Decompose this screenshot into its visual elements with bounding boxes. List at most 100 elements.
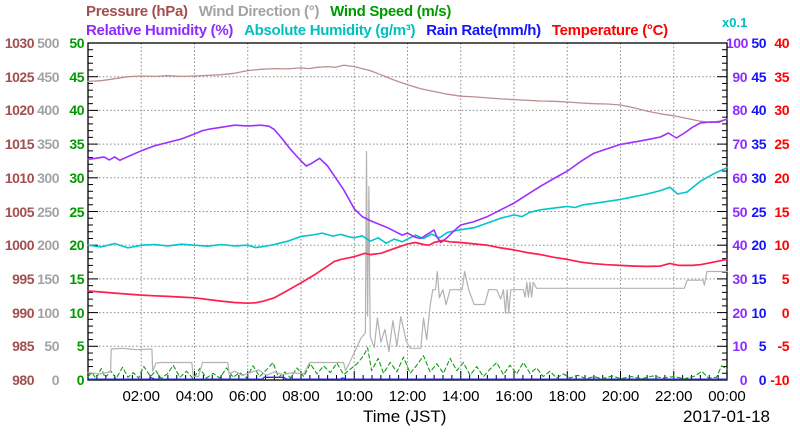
axis-tick-label: 50 [69, 35, 84, 51]
axis-tick-label: 20 [732, 304, 747, 321]
x-tick-label: 22:00 [654, 388, 693, 405]
legend-row-2: Relative Humidity (%) Absolute Humidity (… [86, 22, 668, 39]
axis-tick-label: 5 [758, 338, 767, 355]
axis-tick-label: 40 [732, 237, 747, 254]
axis-tick-label: 35 [751, 136, 766, 153]
axis-tick-label: 0 [51, 372, 60, 388]
pressure-series-line [87, 64, 728, 124]
axis-tick-label: 60 [732, 169, 747, 186]
axis-tick-label: 400 [37, 102, 59, 119]
axis-tick-label: 5 [76, 338, 85, 355]
axis-tick-label: 50 [44, 338, 59, 355]
axis-tick-label: 25 [751, 203, 766, 220]
wind-direction-series-line [87, 150, 728, 378]
axis-tick-label: 45 [69, 68, 84, 85]
axis-tick-label: 20 [69, 237, 84, 254]
axis-tick-label: 450 [37, 68, 59, 85]
axis-tick-label: 25 [774, 136, 789, 153]
axis-tick-label: 10 [732, 338, 747, 355]
axis-tick-label: 30 [751, 169, 766, 186]
axis-tick-label: -10 [770, 372, 789, 388]
legend-item-wind-direction: Wind Direction (°) [198, 3, 320, 20]
axis-tick-label: 0 [76, 372, 85, 388]
axis-tick-label: 35 [69, 136, 84, 153]
absolute-humidity-series-line [87, 166, 728, 249]
x-tick-label: 08:00 [282, 388, 320, 405]
axis-tick-label: 990 [12, 304, 34, 321]
x-tick-label: 00:00 [708, 388, 746, 405]
scale-note: x0.1 [722, 15, 748, 30]
axis-tick-label: 1010 [4, 169, 35, 186]
axis-tick-label: 0 [781, 304, 790, 321]
axis-tick-label: 40 [751, 102, 766, 119]
legend-item-wind-speed-m-s: Wind Speed (m/s) [330, 3, 452, 20]
axis-tick-label: 200 [37, 237, 59, 254]
relative-humidity-series-line [87, 118, 728, 244]
axis-tick-label: 25 [69, 203, 84, 220]
axis-tick-label: 500 [37, 35, 59, 51]
axis-tick-label: 985 [12, 338, 34, 355]
x-tick-label: 12:00 [388, 388, 427, 405]
axis-tick-label: 1030 [4, 35, 35, 51]
axis-tick-label: 50 [751, 35, 766, 51]
axis-tick-label: 1025 [4, 68, 35, 85]
axis-tick-label: 1000 [4, 237, 35, 254]
axis-tick-label: 15 [69, 270, 84, 287]
axis-tick-label: 0 [758, 372, 767, 388]
legend-item-absolute-humidity-g-m: Absolute Humidity (g/m³) [244, 22, 416, 39]
legend-item-rain-rate-mm-h: Rain Rate(mm/h) [426, 22, 541, 39]
axis-tick-label: 10 [751, 304, 766, 321]
axis-tick-label: 1005 [4, 203, 35, 220]
x-tick-label: 18:00 [548, 388, 587, 405]
legend-item-temperature-c: Temperature (°C) [551, 22, 668, 39]
axis-tick-label: 20 [751, 237, 766, 254]
axis-tick-label: 70 [732, 136, 747, 153]
axis-tick-label: 995 [12, 270, 34, 287]
axis-tick-label: 40 [774, 35, 789, 51]
axis-tick-label: 15 [774, 203, 789, 220]
axis-tick-label: 0 [739, 372, 748, 388]
axis-tick-label: 30 [732, 270, 747, 287]
x-tick-label: 16:00 [495, 388, 533, 405]
x-tick-label: 04:00 [175, 388, 214, 405]
temperature-series-line [87, 239, 728, 305]
x-tick-label: 02:00 [122, 388, 161, 405]
axis-tick-label: 80 [732, 102, 747, 119]
axis-tick-label: 1020 [4, 102, 35, 119]
axis-tick-label: 10 [774, 237, 789, 254]
date-label: 2017-01-18 [683, 407, 770, 426]
axis-tick-label: 30 [69, 169, 84, 186]
x-tick-label: 20:00 [601, 388, 640, 405]
time-axis-title: Time (JST) [363, 407, 447, 426]
axis-tick-label: 10 [69, 304, 84, 321]
axis-tick-label: 100 [726, 35, 748, 51]
x-tick-label: 10:00 [335, 388, 374, 405]
axis-tick-label: 300 [37, 169, 59, 186]
axis-tick-label: 35 [774, 68, 789, 85]
axis-tick-label: 250 [37, 203, 59, 220]
axis-tick-label: 45 [751, 68, 766, 85]
legend-item-pressure-hpa: Pressure (hPa) [86, 3, 188, 20]
axis-tick-label: 30 [774, 102, 789, 119]
axis-tick-label: 50 [732, 203, 747, 220]
axis-tick-label: 350 [37, 136, 59, 153]
axis-tick-label: 15 [751, 270, 766, 287]
axis-tick-label: 980 [12, 372, 34, 388]
x-tick-label: 06:00 [228, 388, 267, 405]
wind-speed-series-line [87, 347, 728, 380]
axis-tick-label: 1015 [4, 136, 35, 153]
axis-tick-label: 90 [732, 68, 747, 85]
legend-item-relative-humidity: Relative Humidity (%) [86, 22, 234, 39]
axis-tick-label: -5 [777, 338, 790, 355]
axis-tick-label: 100 [37, 304, 59, 321]
plot-frame [87, 42, 728, 381]
rain-rate-series-line [87, 376, 728, 380]
axis-tick-label: 150 [37, 270, 59, 287]
axis-tick-label: 40 [69, 102, 84, 119]
axis-tick-label: 20 [774, 169, 789, 186]
legend-row-1: Pressure (hPa) Wind Direction (°) Wind Spe… [86, 3, 451, 20]
x-tick-label: 14:00 [441, 388, 480, 405]
axis-tick-label: 5 [781, 270, 790, 287]
